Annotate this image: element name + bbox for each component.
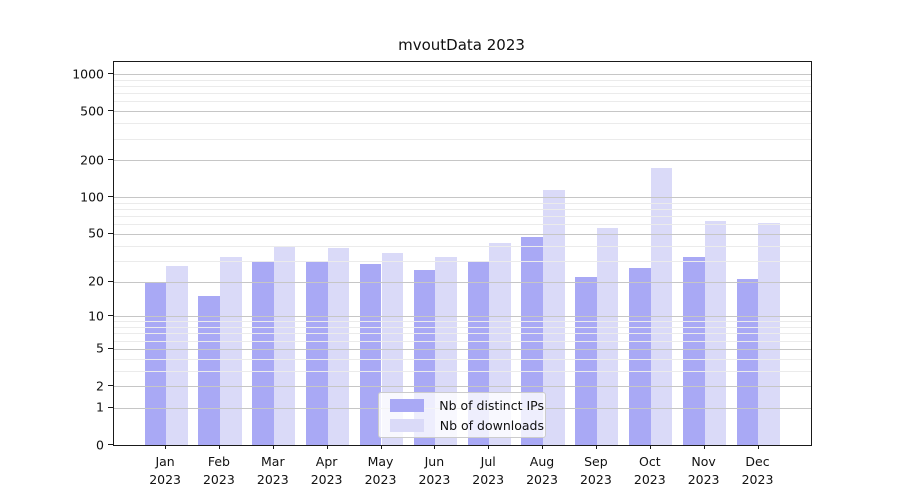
bar-apr-distinct-ips	[306, 260, 328, 445]
y-tick-label-0: 0	[96, 437, 104, 452]
x-tick-label-sep: Sep 2023	[579, 454, 612, 487]
y-tick-mark-10	[108, 315, 113, 317]
bar-oct-distinct-ips	[629, 268, 651, 445]
x-tick-mark-oct	[649, 445, 651, 449]
x-tick-label-dec: Dec 2023	[741, 454, 774, 487]
x-tick-mark-apr	[326, 445, 328, 449]
y-tick-label-10: 10	[88, 308, 104, 324]
bar-feb-distinct-ips	[198, 296, 220, 445]
x-tick-mark-aug	[542, 445, 543, 449]
bar-mar-downloads	[273, 245, 296, 445]
legend-item-distinct-ips: Nb of distinct IPs	[379, 397, 545, 413]
y-tick-mark-20	[108, 280, 113, 282]
x-tick-mark-nov	[703, 445, 705, 449]
y-tick-mark-5	[108, 347, 113, 349]
x-tick-label-apr: Apr 2023	[310, 454, 343, 487]
y-tick-label-1000: 1000	[72, 66, 104, 81]
y-tick-mark-2	[108, 385, 113, 386]
bar-nov-distinct-ips	[683, 257, 705, 445]
y-tick-label-200: 200	[80, 152, 104, 168]
x-tick-mark-may	[380, 445, 382, 449]
y-tick-label-100: 100	[80, 189, 104, 205]
x-tick-mark-mar	[272, 445, 274, 449]
bar-apr-downloads	[327, 248, 350, 445]
y-tick-mark-0	[108, 444, 113, 445]
y-tick-mark-200	[108, 159, 113, 161]
bars-layer	[114, 62, 811, 445]
legend: Nb of distinct IPs Nb of downloads	[378, 392, 546, 438]
bar-sep-distinct-ips	[575, 276, 597, 445]
legend-label-distinct-ips: Nb of distinct IPs	[439, 397, 544, 413]
y-tick-label-1: 1	[96, 399, 104, 415]
x-tick-mark-jun	[434, 445, 436, 449]
bar-dec-downloads	[758, 222, 781, 445]
bar-oct-downloads	[650, 167, 673, 445]
x-tick-label-jul: Jul 2023	[472, 454, 505, 487]
bar-jan-distinct-ips	[144, 281, 167, 445]
x-tick-label-jun: Jun 2023	[418, 454, 451, 487]
bar-sep-downloads	[596, 227, 619, 445]
x-tick-mark-sep	[595, 445, 597, 449]
x-tick-label-aug: Aug 2023	[526, 454, 558, 487]
legend-swatch-downloads	[390, 418, 424, 432]
x-tick-label-oct: Oct 2023	[633, 454, 666, 487]
x-tick-mark-dec	[757, 445, 759, 449]
bar-nov-downloads	[704, 220, 727, 445]
x-tick-label-nov: Nov 2023	[687, 454, 720, 487]
y-tick-label-500: 500	[80, 103, 104, 119]
y-tick-label-50: 50	[88, 225, 104, 241]
y-tick-label-5: 5	[96, 340, 104, 356]
y-tick-label-20: 20	[88, 273, 104, 289]
x-tick-mark-jul	[488, 445, 490, 449]
bar-aug-downloads	[543, 189, 565, 445]
x-tick-label-mar: Mar 2023	[256, 454, 289, 487]
y-tick-mark-500	[108, 110, 113, 112]
bar-feb-downloads	[219, 257, 242, 445]
legend-label-downloads: Nb of downloads	[439, 417, 544, 433]
x-tick-mark-jan	[165, 445, 167, 449]
chart-title: mvoutData 2023	[398, 36, 525, 54]
bar-jan-downloads	[166, 266, 188, 445]
bar-may-distinct-ips	[359, 264, 382, 445]
x-tick-mark-feb	[218, 445, 220, 449]
legend-swatch-distinct-ips	[390, 398, 424, 412]
bar-dec-distinct-ips	[736, 279, 759, 445]
x-tick-label-may: May 2023	[364, 454, 397, 487]
x-tick-label-feb: Feb 2023	[202, 454, 235, 487]
y-tick-mark-1	[108, 406, 113, 408]
y-tick-mark-1000	[108, 73, 113, 74]
x-tick-label-jan: Jan 2023	[149, 454, 181, 487]
legend-item-downloads: Nb of downloads	[379, 417, 545, 433]
bar-mar-distinct-ips	[252, 262, 274, 445]
y-tick-mark-50	[108, 232, 113, 234]
y-tick-label-2: 2	[96, 378, 104, 393]
plot-area	[113, 61, 812, 446]
y-tick-mark-100	[108, 196, 113, 198]
